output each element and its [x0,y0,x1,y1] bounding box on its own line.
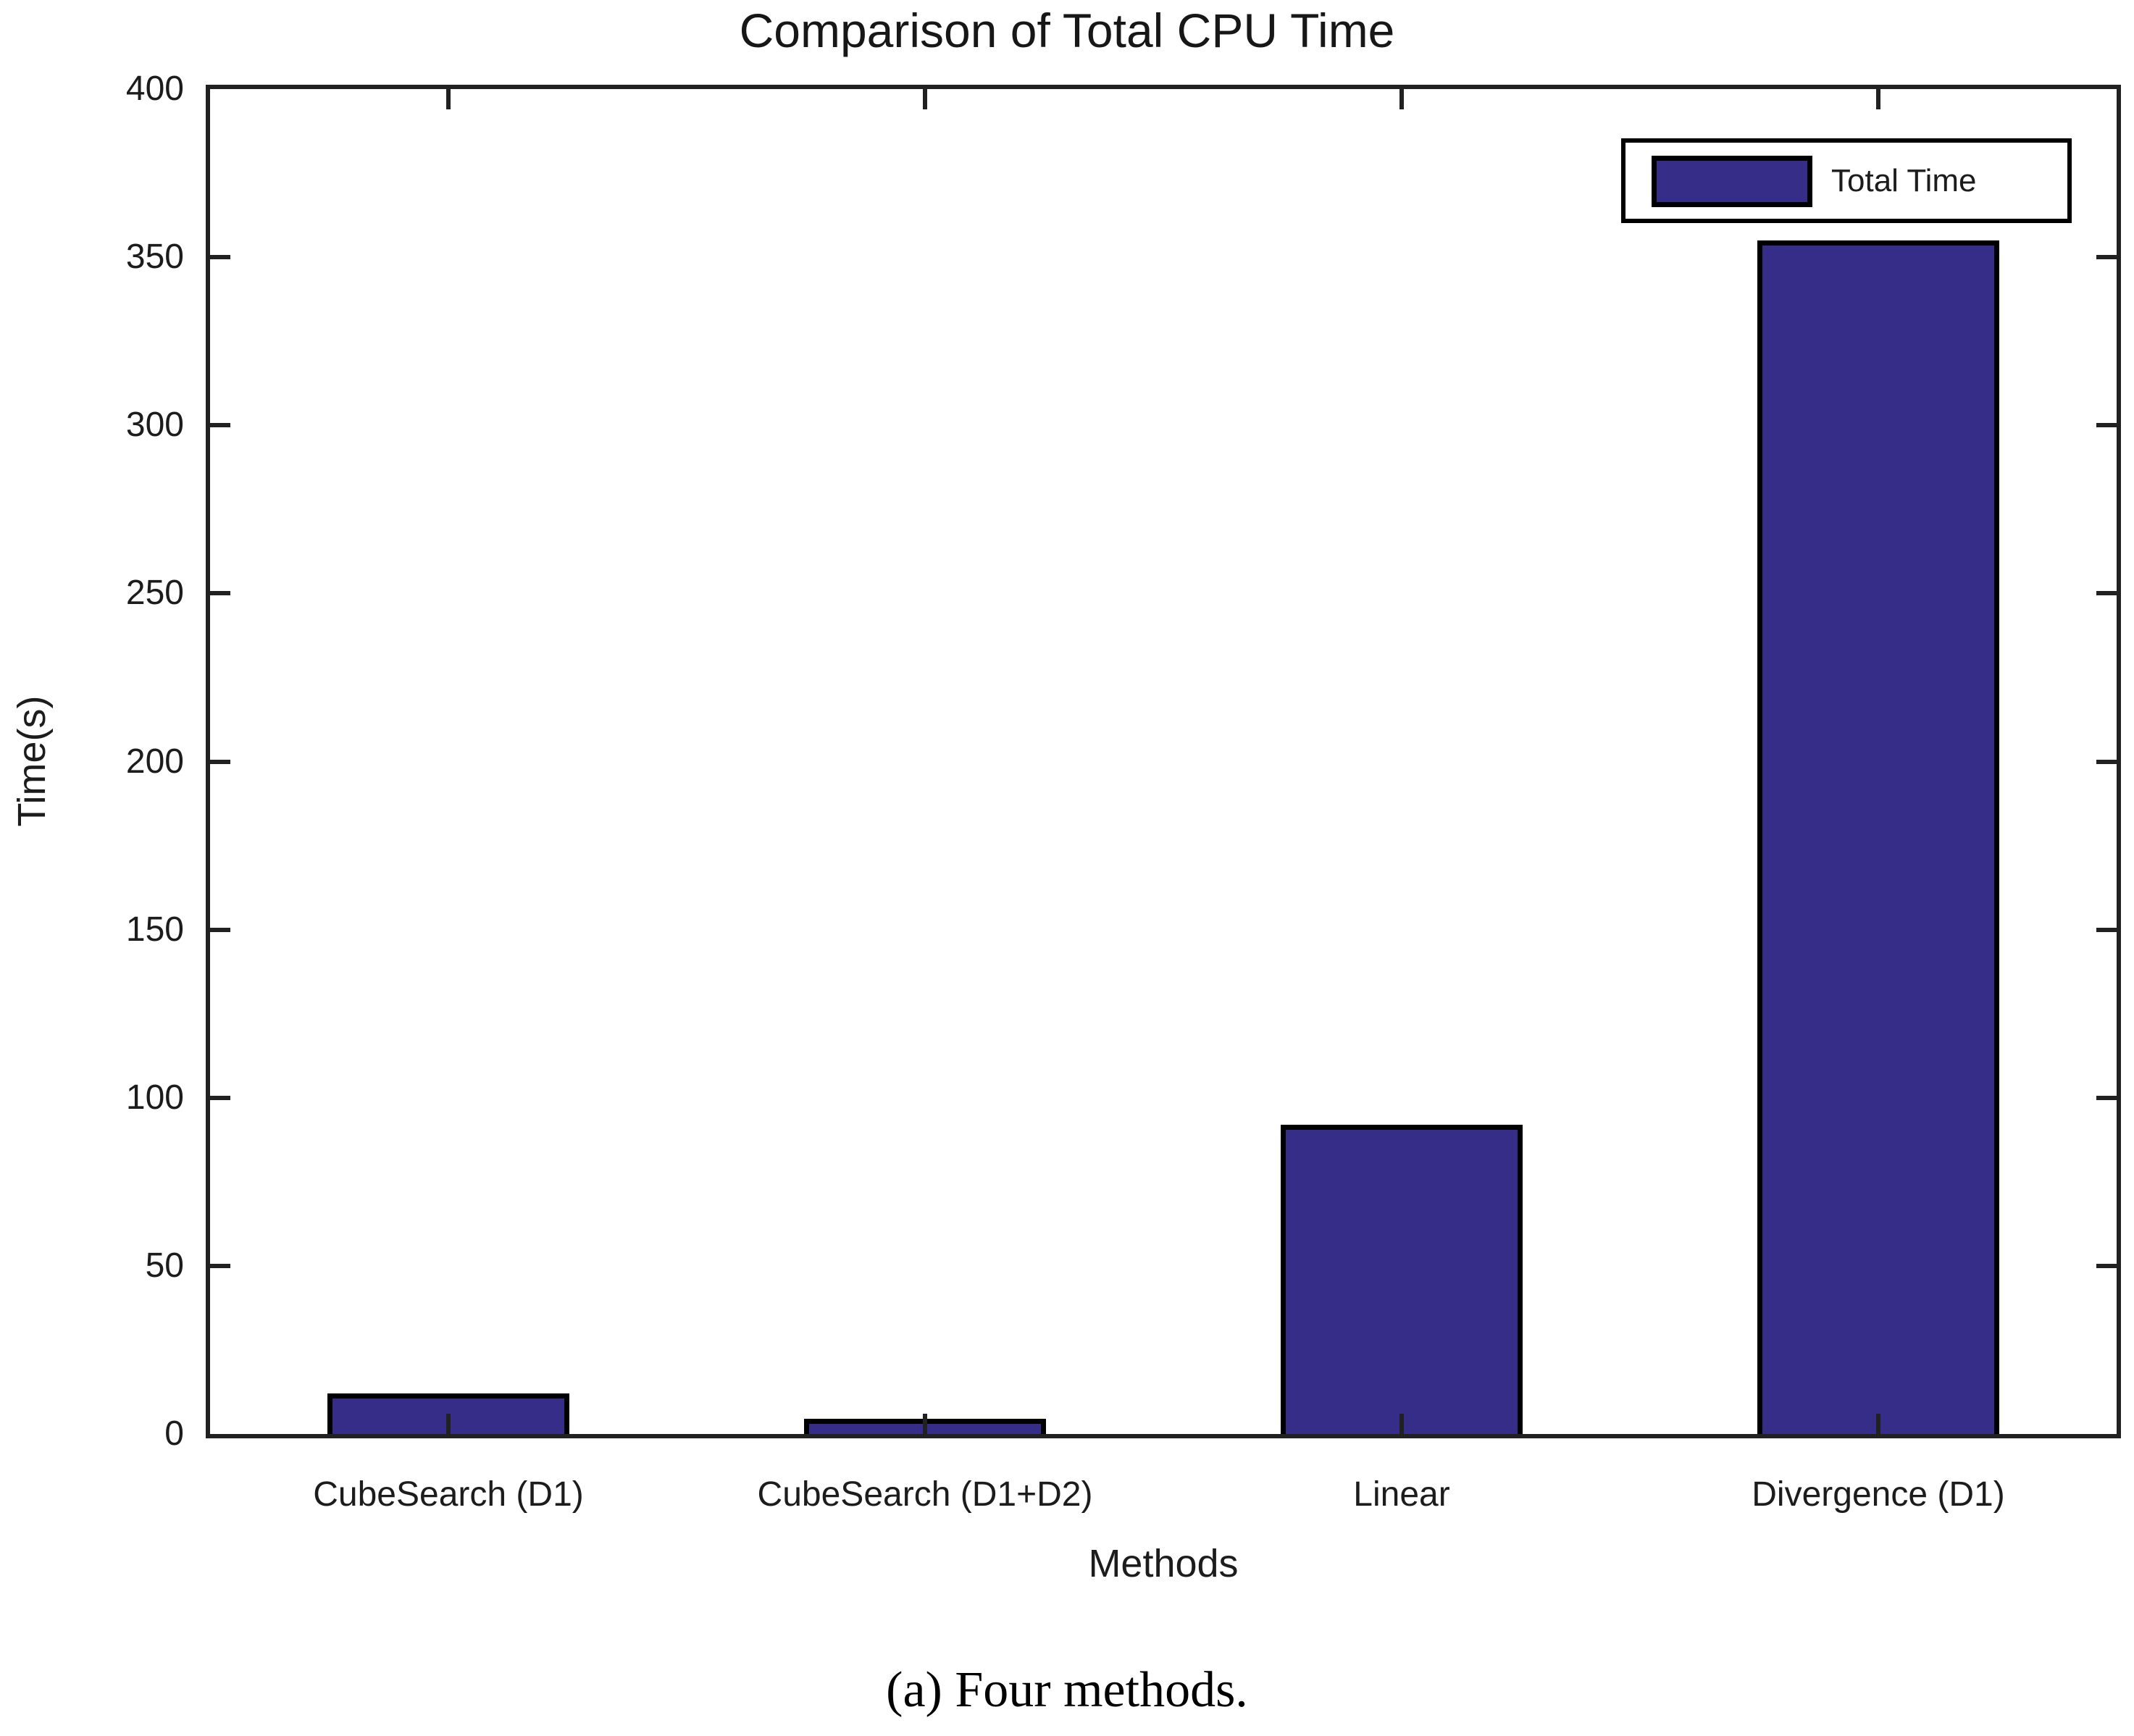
x-tick-label: CubeSearch (D1+D2) [757,1475,1093,1514]
legend-entry-label: Total Time [1831,162,1977,198]
plot-box [206,85,2121,1438]
x-axis-label: Methods [1088,1542,1239,1585]
chart-title: Comparison of Total CPU Time [739,4,1395,57]
x-tick-label: Linear [1353,1475,1450,1514]
x-tick-mark [1876,89,1880,109]
x-tick-mark [446,1414,451,1434]
y-tick-label: 200 [125,742,184,781]
y-tick-mark [2096,591,2117,595]
y-tick-mark [2096,928,2117,932]
x-tick-mark [1399,1414,1404,1434]
x-tick-mark [923,89,927,109]
y-tick-mark [2096,423,2117,427]
y-tick-mark [210,1264,230,1268]
y-tick-label: 150 [125,910,184,949]
x-tick-label: CubeSearch (D1) [313,1475,584,1514]
x-tick-mark [446,89,451,109]
y-tick-label: 0 [164,1414,184,1453]
legend-swatch [1652,156,1812,207]
bar [1281,1125,1523,1434]
x-tick-mark [923,1414,927,1434]
bar [1757,240,1999,1434]
legend: Total Time [1621,138,2072,223]
y-tick-mark [2096,1264,2117,1268]
y-tick-label: 350 [125,238,184,276]
y-tick-mark [210,255,230,259]
y-tick-mark [2096,1096,2117,1100]
y-tick-label: 250 [125,574,184,612]
y-tick-label: 100 [125,1078,184,1117]
y-tick-mark [210,423,230,427]
x-tick-mark [1876,1414,1880,1434]
x-tick-mark [1399,89,1404,109]
y-tick-mark [2096,760,2117,764]
y-tick-label: 50 [145,1246,184,1285]
x-tick-label: Divergence (D1) [1752,1475,2005,1514]
y-tick-mark [210,928,230,932]
plot-area [210,89,2117,1434]
y-tick-mark [2096,255,2117,259]
y-tick-mark [210,760,230,764]
y-tick-label: 300 [125,406,184,444]
figure-caption: (a) Four methods. [886,1662,1248,1718]
y-tick-mark [210,1096,230,1100]
y-tick-label: 400 [125,70,184,108]
y-tick-mark [210,591,230,595]
